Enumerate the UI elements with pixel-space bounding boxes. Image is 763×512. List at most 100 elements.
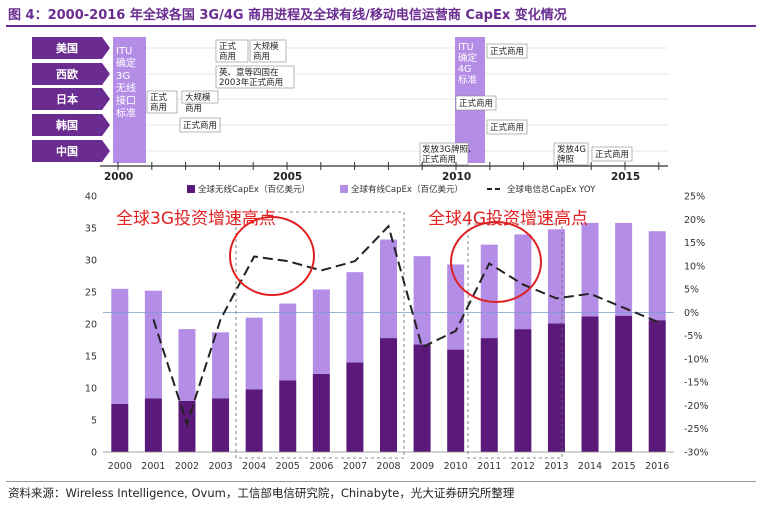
x-tick-label: 2004: [242, 461, 266, 472]
x-tick-label: 2015: [612, 461, 636, 472]
bar-wired: [212, 332, 230, 399]
capex-chart: 全球无线CapEx（百亿美元） 全球有线CapEx（百亿美元） 全球电信总CapEx…: [85, 184, 709, 472]
event-box: [419, 142, 469, 166]
country-label: 美国: [56, 41, 78, 55]
bar-wireless: [245, 389, 263, 452]
event-text-line: 正式商用: [183, 120, 217, 131]
itu-3g-text-line: 标准: [116, 108, 136, 120]
event-text-line: 大规模: [185, 92, 211, 103]
event-box: [215, 65, 295, 89]
bar-wired: [581, 222, 599, 317]
event-text-line: 牌照: [557, 154, 575, 165]
bar-wired: [178, 329, 196, 401]
event-jp-4g: 正式商用: [455, 95, 497, 111]
annotation-4g-peak: 全球4G投资增速高点: [428, 209, 588, 229]
itu-4g-text-line: 4G: [458, 64, 471, 75]
event-jp-3g-scale: 大规模 商用: [181, 90, 219, 114]
legend-label-wired: 全球有线CapEx（百亿美元）: [351, 184, 463, 195]
period-box-4g: [467, 223, 563, 459]
bar-wired: [413, 256, 431, 345]
y-left-tick-label: 35: [85, 224, 97, 235]
country-label-bg: [32, 140, 102, 162]
event-us-3g-scale: 大规模 商用: [249, 39, 287, 63]
x-tick-label: 2001: [141, 461, 165, 472]
y-left-tick-label: 30: [85, 256, 97, 267]
bar-wireless: [279, 380, 297, 452]
country-label-bg: [32, 63, 102, 85]
period-box-3g: [235, 211, 405, 459]
bar-wireless: [144, 398, 162, 452]
bar-wireless: [547, 323, 565, 452]
x-tick-label: 2010: [444, 461, 468, 472]
event-us-4g: 正式商用: [486, 43, 528, 59]
event-box: [591, 146, 633, 162]
country-label: 韩国: [56, 118, 78, 132]
x-axis-labels: 2000 2001 2002 2003 2004 2005 2006 2007 2008 2009…: [108, 461, 670, 472]
timeline-year-label: 2015: [611, 171, 640, 183]
yoy-line: [152, 224, 658, 428]
event-eu-3g: 英、意等四国在 2003年正式商用: [215, 65, 295, 89]
y-right-tick-label: 15%: [684, 238, 705, 249]
y-left-tick-label: 20: [85, 320, 97, 331]
bar-wired: [111, 288, 129, 404]
bar-wired: [447, 264, 465, 350]
event-cn-4g-license: 发放4G 牌照: [553, 142, 589, 166]
y-left-tick-label: 15: [85, 352, 97, 363]
itu-3g-text-line: 3G: [116, 71, 130, 82]
y-right-tick-label: -10%: [684, 354, 709, 365]
bar-series: [111, 222, 666, 452]
bar-wired: [547, 229, 565, 324]
event-box: [486, 43, 528, 59]
x-tick-label: 2011: [477, 461, 501, 472]
event-text-line: 商用: [185, 103, 202, 114]
country-label-arrow: [102, 140, 110, 162]
y-left-tick-label: 10: [85, 384, 97, 395]
event-text-line: 商用: [253, 51, 270, 62]
legend-label-yoy: 全球电信总CapEx YOY: [507, 184, 596, 195]
itu-3g-text-line: 确定: [116, 57, 136, 70]
timeline-year-label: 2005: [273, 171, 302, 183]
legend-swatch-wireless: [187, 185, 195, 193]
country-label-bg: [32, 37, 102, 59]
itu-3g-text-line: 接口: [116, 94, 136, 107]
itu-4g-text-line: 确定: [458, 52, 478, 64]
x-tick-label: 2007: [343, 461, 367, 472]
bar-wired: [648, 231, 666, 321]
legend-label-wireless: 全球无线CapEx（百亿美元）: [198, 184, 310, 195]
timeline-year-label: 2010: [442, 171, 471, 183]
country-label-bg: [32, 88, 102, 110]
x-tick-label: 2006: [309, 461, 333, 472]
timeline-ticks: [117, 162, 660, 170]
y-right-tick-label: -15%: [684, 378, 709, 389]
event-text-line: 商用: [150, 102, 167, 113]
y-right-tick-label: -20%: [684, 401, 709, 412]
y-left-tick-label: 25: [85, 288, 97, 299]
itu-4g-text-line: ITU: [458, 42, 474, 53]
annotation-3g-peak: 全球3G投资增速高点: [116, 209, 276, 229]
figure-source: 资料来源：Wireless Intelligence, Ovum，工信部电信研究…: [8, 486, 515, 500]
bar-wired: [245, 317, 263, 390]
y-right-tick-label: 0%: [684, 308, 699, 319]
bar-wireless: [413, 344, 431, 452]
bar-wireless: [514, 329, 532, 452]
event-box: [455, 95, 497, 111]
event-kr-4g: 正式商用: [486, 119, 528, 135]
event-text-line: 大规模: [253, 41, 279, 52]
event-text-line: 发放3G牌照、: [422, 144, 477, 155]
x-tick-label: 2008: [376, 461, 400, 472]
figure-title: 图 4：2000-2016 年全球各国 3G/4G 商用进程及全球有线/移动电信…: [8, 8, 567, 23]
chart-legend: 全球无线CapEx（百亿美元） 全球有线CapEx（百亿美元） 全球电信总CapEx…: [187, 184, 596, 195]
bar-wired: [312, 289, 330, 374]
x-tick-label: 2012: [511, 461, 535, 472]
event-kr-3g: 正式商用: [179, 117, 221, 133]
y-right-tick-label: -25%: [684, 424, 709, 435]
bar-wireless: [380, 338, 397, 452]
x-tick-label: 2002: [175, 461, 199, 472]
event-box: [486, 119, 528, 135]
event-jp-3g-launch: 正式 商用: [146, 90, 178, 114]
event-box: [249, 39, 287, 63]
